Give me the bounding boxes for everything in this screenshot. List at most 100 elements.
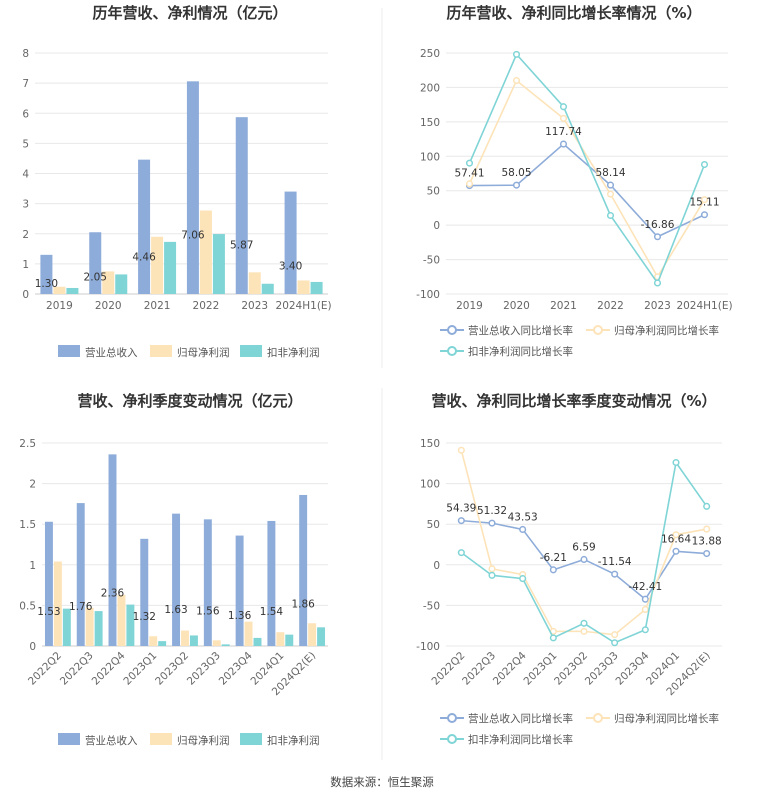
y-tick-label: 0 (22, 289, 29, 301)
y-tick-label: 6 (22, 108, 29, 120)
bar-revenue (203, 519, 212, 646)
line-point (457, 446, 465, 454)
legend-label: 营业总收入同比增长率 (468, 712, 573, 725)
x-tick-label: 2024H1(E) (276, 300, 332, 312)
bar-data-label: 1.56 (196, 606, 220, 618)
line-data-label: 54.39 (446, 503, 476, 515)
line-deducted-profit-growth (468, 52, 706, 285)
bar-net-profit (248, 272, 261, 294)
y-tick-label: 2 (22, 229, 29, 241)
x-tick-label: 2022Q4 (90, 649, 128, 687)
line-point (488, 565, 496, 573)
bar-revenue (108, 454, 117, 646)
bar-data-label: 1.36 (228, 610, 252, 622)
bar-net-profit (53, 561, 62, 646)
line-point (703, 525, 711, 533)
x-tick-label: 2023Q2 (153, 650, 191, 688)
line-point (488, 519, 496, 527)
bar-net-profit (199, 210, 212, 294)
line-data-label: -42.41 (628, 581, 662, 593)
y-tick-label: -50 (423, 255, 440, 267)
line-data-label: 57.41 (454, 168, 484, 180)
source-note: 数据来源：恒生聚源 (330, 775, 434, 789)
line-point (559, 114, 568, 122)
y-tick-label: 7 (22, 78, 29, 90)
bar-revenue (172, 513, 181, 646)
x-tick-label: 2021 (144, 300, 171, 312)
x-tick-label: 2022 (193, 300, 220, 312)
bar-revenue (299, 494, 308, 646)
y-tick-label: 1.5 (19, 519, 36, 531)
y-tick-label: 4 (22, 169, 29, 181)
line-point (580, 619, 588, 627)
legend-swatch (240, 733, 262, 745)
y-tick-label: -100 (416, 641, 440, 653)
line-point (519, 525, 527, 534)
line-data-label: 13.88 (692, 536, 722, 548)
bar-data-label: 3.40 (279, 260, 302, 272)
line-point (672, 458, 680, 467)
bar-deducted-profit (285, 634, 294, 646)
line-point (703, 549, 711, 558)
x-tick-label: 2020 (95, 300, 122, 312)
line-data-label: -16.86 (641, 219, 675, 231)
legend-label: 营业总收入同比增长率 (468, 324, 573, 337)
bar-deducted-profit (317, 627, 326, 646)
line-point (465, 180, 474, 188)
x-tick-label: 2022 (597, 300, 624, 312)
line-point (512, 181, 521, 189)
bar-data-label: 1.32 (133, 611, 156, 623)
line-data-label: 16.64 (661, 533, 691, 545)
y-tick-label: 5 (22, 138, 29, 150)
x-tick-label: 2023Q3 (185, 650, 223, 688)
line-point (559, 140, 568, 148)
legend-label: 归母净利润 (177, 346, 230, 359)
chart-title: 营收、净利同比增长率季度变动情况（%） (431, 392, 716, 410)
line-point (700, 196, 709, 204)
legend-label: 扣非净利润 (267, 346, 320, 359)
legend-marker (447, 734, 457, 744)
y-tick-label: 0 (29, 641, 36, 653)
bar-deducted-profit (94, 611, 103, 646)
line-data-label: -6.21 (540, 552, 567, 564)
bar-deducted-profit (62, 608, 71, 646)
legend-label: 扣非净利润同比增长率 (468, 345, 573, 358)
bar-revenue (138, 159, 151, 294)
line-point (606, 190, 615, 198)
line-point (641, 626, 649, 634)
y-tick-label: 3 (22, 199, 29, 211)
x-tick-label: 2019 (456, 300, 483, 312)
line-point (512, 76, 521, 85)
line-point (700, 211, 709, 219)
bar-net-profit (308, 623, 317, 646)
bar-deducted-profit (253, 637, 262, 646)
bar-deducted-profit (212, 234, 225, 294)
bar-data-label: 2.05 (84, 272, 107, 284)
bar-data-label: 1.63 (164, 604, 187, 616)
line-point (606, 211, 615, 220)
legend-marker (593, 713, 603, 723)
x-tick-label: 2023Q4 (217, 649, 255, 687)
bar-data-label: 1.30 (35, 278, 58, 290)
line-point (512, 50, 521, 58)
y-tick-label: 2 (29, 479, 36, 491)
bar-revenue (235, 117, 248, 294)
bar-net-profit (181, 630, 189, 646)
legend-swatch (150, 345, 172, 357)
y-tick-label: 150 (420, 117, 440, 129)
bar-deducted-profit (261, 283, 274, 294)
line-point (519, 575, 527, 583)
line-point (606, 181, 615, 189)
bar-net-profit (149, 636, 158, 646)
line-data-label: 58.14 (595, 167, 625, 179)
bar-net-profit (117, 594, 126, 646)
line-point (653, 233, 662, 241)
y-tick-label: 50 (427, 186, 440, 198)
chart-title: 营收、净利季度变动情况（亿元） (77, 392, 302, 410)
x-tick-label: 2022Q3 (58, 650, 96, 688)
bar-net-profit (297, 280, 310, 294)
bar-net-profit (151, 236, 164, 294)
bar-deducted-profit (164, 241, 177, 294)
line-point (703, 502, 711, 510)
bar-net-profit (212, 640, 221, 646)
